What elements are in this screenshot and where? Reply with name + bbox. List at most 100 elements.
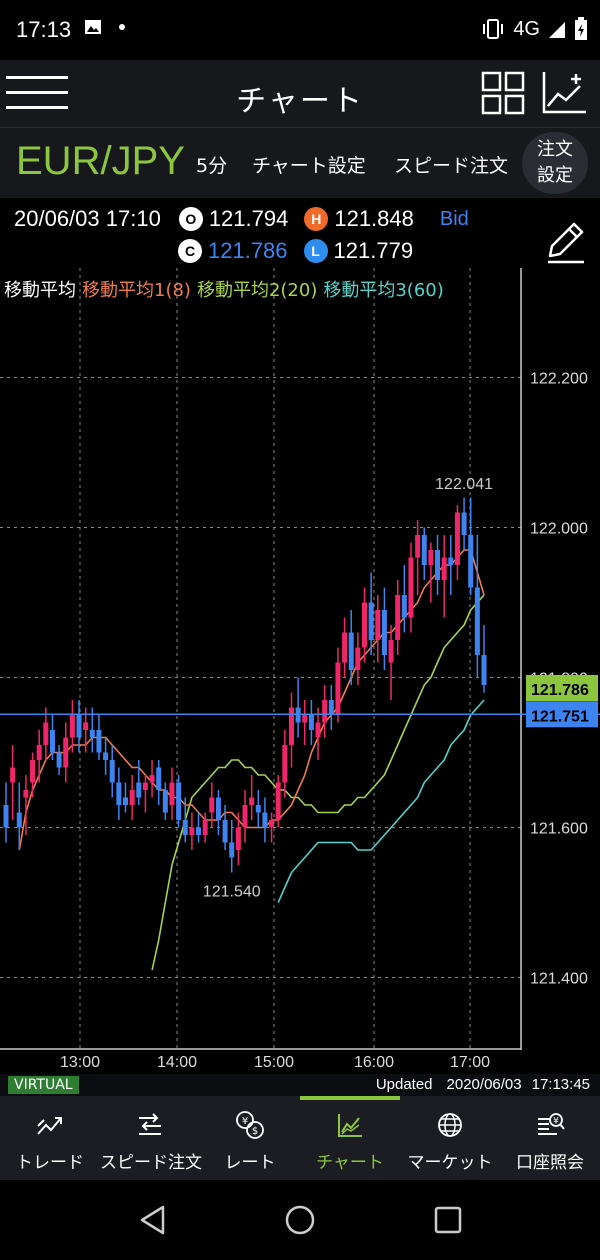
- candle-body: [16, 812, 22, 828]
- svg-text:¥: ¥: [553, 1117, 559, 1127]
- vibrate-icon: [483, 19, 504, 39]
- candle-body: [454, 512, 460, 565]
- candle-body: [308, 715, 314, 730]
- candle-body: [395, 595, 401, 640]
- chart-background: [0, 268, 600, 1050]
- candle-body: [109, 760, 115, 783]
- candle-body: [182, 820, 188, 835]
- candle-body: [269, 820, 275, 828]
- candle-body: [421, 535, 427, 565]
- candle-body: [83, 722, 89, 730]
- add-indicator-icon[interactable]: [540, 68, 590, 118]
- x-tick-label: 17:00: [450, 1054, 490, 1071]
- chart-toolbar: EUR/JPY 5分 チャート設定 スピード注文 注文 設定: [0, 128, 600, 198]
- candle-body: [415, 535, 421, 558]
- status-bar: 17:13 4G: [0, 0, 600, 60]
- tab-trade[interactable]: トレード: [0, 1096, 100, 1180]
- tab-label: チャート: [316, 1153, 384, 1173]
- candle-body: [69, 715, 75, 738]
- candle-body: [468, 535, 474, 588]
- chart-settings-button[interactable]: チャート設定: [252, 155, 366, 177]
- candle-body: [235, 827, 241, 850]
- candle-body: [36, 745, 42, 760]
- order-settings-button[interactable]: 注文 設定: [522, 132, 588, 194]
- timeframe-button[interactable]: 5分: [196, 155, 228, 177]
- current-price-label: 121.786: [531, 682, 589, 699]
- bottom-navigation: トレード スピード注文 ¥ $ レート チャート マーケット ¥ 口座照会: [0, 1096, 600, 1180]
- candle-body: [282, 745, 288, 783]
- candle-body: [302, 715, 308, 723]
- tab-rate[interactable]: ¥ $ レート: [200, 1096, 300, 1180]
- time-axis: 13:00 14:00 15:00 16:00 17:00: [60, 1054, 490, 1071]
- draw-pencil-icon[interactable]: [540, 216, 590, 266]
- ma-legend-ma2: 移動平均2(20): [196, 280, 318, 301]
- page-title: チャート: [236, 84, 364, 119]
- candle-body: [262, 812, 268, 828]
- y-tick-label: 121.600: [530, 821, 588, 838]
- candle-body: [56, 752, 62, 768]
- tab-account[interactable]: ¥ 口座照会: [500, 1096, 600, 1180]
- updated-date: 2020/06/03: [446, 1076, 522, 1093]
- candle-body: [3, 805, 9, 828]
- rate-icon: ¥$: [236, 1111, 264, 1139]
- menu-icon[interactable]: [6, 76, 68, 112]
- candle-body: [448, 557, 454, 565]
- currency-pair-selector[interactable]: EUR/JPY: [16, 139, 185, 183]
- candle-body: [189, 827, 195, 835]
- high-badge: H: [304, 207, 329, 231]
- candle-body: [209, 797, 215, 813]
- candle-body: [162, 790, 168, 813]
- dot-notification-icon: [119, 24, 125, 30]
- candle-body: [381, 610, 387, 655]
- candle-body: [255, 805, 261, 813]
- price-chart[interactable]: 122.200122.000121.800121.600121.400121.7…: [0, 268, 600, 1050]
- candle-body: [30, 760, 36, 783]
- candle-body: [49, 730, 55, 753]
- high-value: 121.848: [334, 206, 414, 231]
- network-type: 4G: [513, 17, 540, 40]
- candle-body: [129, 790, 135, 805]
- candle-body: [288, 707, 294, 745]
- status-time: 17:13: [16, 17, 72, 42]
- svg-text:¥: ¥: [242, 1116, 248, 1127]
- ma-legend-title: 移動平均: [4, 280, 76, 301]
- svg-text:$: $: [252, 1126, 258, 1137]
- y-tick-label: 122.200: [530, 371, 588, 388]
- candle-body: [368, 602, 374, 640]
- speed-order-icon: [139, 1113, 161, 1135]
- candle-body: [481, 655, 487, 685]
- ma3-line: [277, 699, 485, 903]
- current-price-tag: [526, 675, 598, 701]
- multi-chart-grid-icon[interactable]: [480, 70, 526, 116]
- candle-body: [428, 550, 434, 565]
- updated-time: 17:13:45: [531, 1076, 590, 1093]
- candle-body: [149, 775, 155, 783]
- order-settings-label-2: 設定: [537, 165, 573, 186]
- candle-body: [142, 782, 148, 790]
- candle-body: [474, 587, 480, 655]
- updated-label: Updated: [375, 1076, 433, 1093]
- candle-body: [23, 790, 29, 798]
- candle-body: [169, 782, 175, 805]
- back-icon[interactable]: [138, 1204, 168, 1236]
- tab-speed-order[interactable]: スピード注文: [100, 1096, 202, 1180]
- candle-body: [202, 820, 208, 835]
- tab-market[interactable]: マーケット: [400, 1096, 500, 1180]
- tab-chart[interactable]: チャート: [300, 1096, 400, 1180]
- candle-body: [229, 842, 235, 858]
- speed-order-button[interactable]: スピード注文: [394, 155, 509, 177]
- line-price-tag: [526, 701, 598, 728]
- open-value: 121.794: [208, 206, 289, 231]
- candle-body: [461, 512, 467, 535]
- candle-body: [435, 550, 441, 580]
- candle-body: [401, 595, 407, 618]
- tab-label: スピード注文: [100, 1153, 202, 1173]
- x-tick-label: 15:00: [254, 1054, 294, 1071]
- market-globe-icon: [438, 1113, 462, 1137]
- x-tick-label: 13:00: [60, 1054, 100, 1071]
- home-icon[interactable]: [284, 1204, 316, 1236]
- recents-icon[interactable]: [434, 1206, 462, 1234]
- candle-body: [43, 722, 49, 745]
- tab-label: マーケット: [407, 1153, 493, 1173]
- candle-body: [242, 805, 248, 828]
